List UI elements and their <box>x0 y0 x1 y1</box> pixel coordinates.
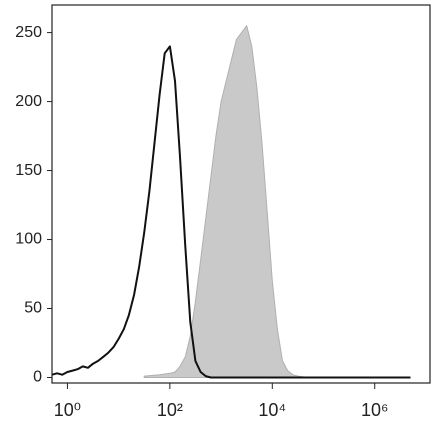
y-tick-label: 100 <box>15 231 42 248</box>
y-tick-label: 250 <box>15 24 42 41</box>
y-tick-label: 50 <box>24 300 42 317</box>
plot-frame <box>51 4 431 384</box>
y-tick-label: 0 <box>33 369 42 386</box>
y-tick-label: 150 <box>15 162 42 179</box>
x-tick-label: 10² <box>157 400 183 420</box>
histogram-line <box>51 45 411 379</box>
y-tick-label: 200 <box>15 93 42 110</box>
x-tick-label: 10⁶ <box>361 400 388 420</box>
histogram-area <box>143 25 309 378</box>
x-tick-label: 10⁴ <box>258 400 286 420</box>
plot-area <box>51 25 411 379</box>
x-tick-label: 10⁰ <box>54 400 81 420</box>
